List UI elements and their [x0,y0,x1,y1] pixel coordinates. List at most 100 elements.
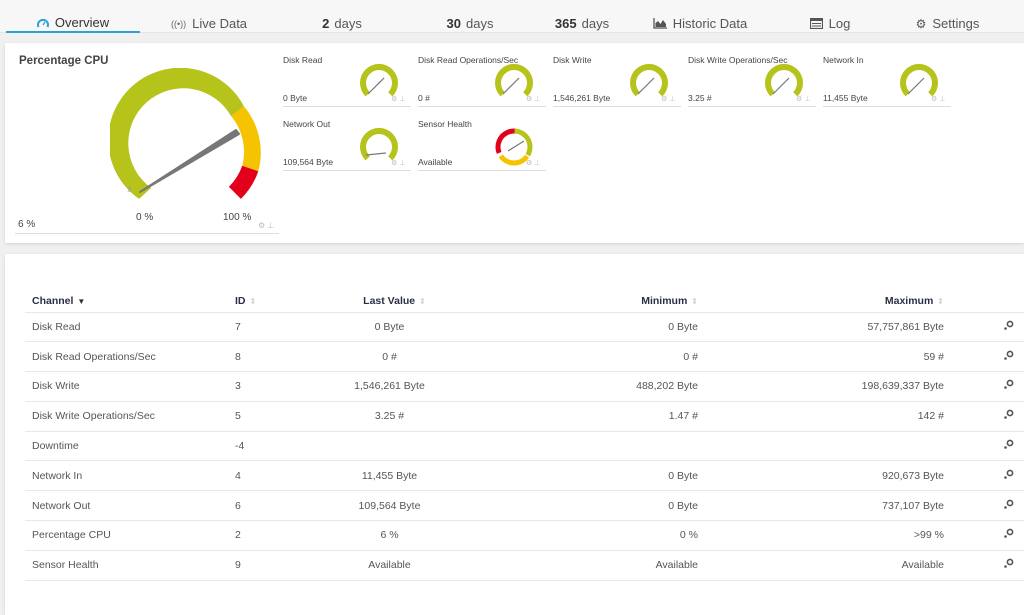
gauge-disk-write[interactable]: Disk Write 1,546,261 Byte ⚙ ⊥ [553,43,681,107]
cell-last-value: Available [292,550,487,581]
divider [418,106,546,107]
channel-settings-icon[interactable] [1003,469,1014,483]
channel-settings-icon[interactable] [1003,558,1014,572]
gauge-network-out[interactable]: Network Out 109,564 Byte ⚙ ⊥ [283,107,411,171]
sort-icon: ⇕ [937,296,944,306]
gauge-icon [36,18,49,28]
column-header-minimum[interactable]: Minimum ⇕ [487,290,698,313]
channel-settings-icon[interactable] [1003,409,1014,423]
gauge-title: Disk Write Operations/Sec [688,55,788,65]
channel-settings-icon[interactable] [1003,499,1014,513]
channel-settings-icon[interactable] [1003,320,1014,334]
cell-channel: Disk Write [25,371,235,402]
gauge-value: Available [418,157,453,167]
cell-minimum: 0 % [487,520,698,551]
cell-channel: Sensor Health [25,550,235,581]
channel-settings-icon[interactable] [1003,350,1014,364]
pin-icon[interactable]: ⊥ [534,96,541,103]
tab-historic-data[interactable]: Historic Data [640,0,760,33]
gauge-title: Sensor Health [418,119,472,129]
cell-last-value: 1,546,261 Byte [292,371,487,402]
pin-icon[interactable]: ⊥ [939,96,946,103]
gauge-title: Network Out [283,119,331,129]
pin-icon[interactable]: ⊥ [399,96,406,103]
cell-last-value [292,431,487,462]
sort-icon: ⇕ [249,296,257,306]
pin-icon[interactable]: ⊥ [669,96,676,103]
pin-icon[interactable]: ⊥ [267,221,275,230]
table-row[interactable]: Percentage CPU 2 6 % 0 % >99 % [25,520,1024,551]
cell-last-value: 0 # [292,341,487,373]
column-header-maximum[interactable]: Maximum ⇕ [698,290,944,313]
gauge-disk-read[interactable]: Disk Read 0 Byte ⚙ ⊥ [283,43,411,107]
cell-id: 6 [235,490,292,522]
table-row[interactable]: Disk Read Operations/Sec 8 0 # 0 # 59 # [25,341,1024,373]
tab-2-days[interactable]: 2 days [322,16,362,31]
gauge-value: 109,564 Byte [283,157,334,167]
tab-settings[interactable]: ⚙ Settings [915,16,980,31]
mini-gauge-dial [360,127,398,161]
mini-gauge-dial [900,63,938,97]
gauge-min-label: 0 % [136,212,154,223]
table-row[interactable]: Network In 4 11,455 Byte 0 Byte 920,673 … [25,460,1024,492]
tab-365-days[interactable]: 365 days [554,16,610,31]
gauge-disk-write-ops[interactable]: Disk Write Operations/Sec 3.25 # ⚙ ⊥ [688,43,816,107]
channel-settings-icon[interactable] [1003,379,1014,393]
gear-icon[interactable]: ⚙ [526,96,533,103]
gauges-panel: Percentage CPU ⌆ 0 % 100 % 6 % ⚙ ⊥ Disk … [5,43,1024,243]
tab-log[interactable]: Log [780,0,880,33]
tab-overview[interactable]: Overview [6,0,140,33]
gear-icon[interactable]: ⚙ [391,96,398,103]
divider [553,106,681,107]
cell-last-value: 109,564 Byte [292,490,487,522]
cell-last-value: 0 Byte [292,312,487,343]
gauge-value: 0 # [418,93,430,103]
mini-gauge-dial [765,63,803,97]
table-row[interactable]: Disk Write 3 1,546,261 Byte 488,202 Byte… [25,371,1024,402]
cell-maximum: 920,673 Byte [698,460,944,492]
gauge-percentage-cpu[interactable]: Percentage CPU ⌆ 0 % 100 % 6 % ⚙ ⊥ [10,43,279,235]
cell-channel: Percentage CPU [25,520,235,551]
table-row[interactable]: Disk Read 7 0 Byte 0 Byte 57,757,861 Byt… [25,312,1024,343]
table-header-row: Channel ▼ ID ⇕ Last Value ⇕ Minimum ⇕ Maximu… [25,290,1024,313]
mini-gauge-dial [630,63,668,97]
table-row[interactable]: Downtime -4 [25,431,1024,462]
cell-channel: Disk Read Operations/Sec [25,341,235,373]
log-icon [809,18,823,29]
cell-id: 8 [235,341,292,373]
pin-icon[interactable]: ⊥ [804,96,811,103]
cell-id: 2 [235,520,292,551]
sort-desc-icon: ▼ [77,296,86,306]
gauge-network-in[interactable]: Network In 11,455 Byte ⚙ ⊥ [823,43,951,107]
gear-icon[interactable]: ⚙ [931,96,938,103]
cell-minimum [487,431,698,462]
gauge-disk-read-ops[interactable]: Disk Read Operations/Sec 0 # ⚙ ⊥ [418,43,546,107]
tab-30-days[interactable]: 30 days [446,16,494,31]
table-row[interactable]: Sensor Health 9 Available Available Avai… [25,550,1024,581]
channel-settings-icon[interactable] [1003,528,1014,542]
gauge-value: 11,455 Byte [823,93,868,103]
cell-minimum: 1.47 # [487,401,698,432]
gauge-value: 3.25 # [688,93,712,103]
table-row[interactable]: Network Out 6 109,564 Byte 0 Byte 737,10… [25,490,1024,522]
column-header-channel[interactable]: Channel ▼ [25,290,235,313]
gauge-sensor-health[interactable]: Sensor Health Available ⚙ ⊥ [418,107,546,171]
pin-icon[interactable]: ⊥ [399,160,406,167]
gauge-max-label: 100 % [223,212,252,223]
pin-icon[interactable]: ⊥ [534,160,541,167]
column-header-last-value[interactable]: Last Value ⇕ [292,290,487,313]
gear-icon[interactable]: ⚙ [661,96,668,103]
gear-icon[interactable]: ⚙ [526,160,533,167]
channel-settings-icon[interactable] [1003,439,1014,453]
cell-id: 7 [235,312,292,343]
gear-icon[interactable]: ⚙ [258,221,266,230]
gauge-value: 1,546,261 Byte [553,93,611,103]
cell-maximum: 142 # [698,401,944,432]
gear-icon[interactable]: ⚙ [796,96,803,103]
table-row[interactable]: Disk Write Operations/Sec 5 3.25 # 1.47 … [25,401,1024,432]
tab-live-data[interactable]: ((•)) Live Data [170,16,248,31]
gear-icon[interactable]: ⚙ [391,160,398,167]
column-header-id[interactable]: ID ⇕ [235,290,292,313]
divider [823,106,951,107]
gauge-title: Percentage CPU [19,55,109,67]
